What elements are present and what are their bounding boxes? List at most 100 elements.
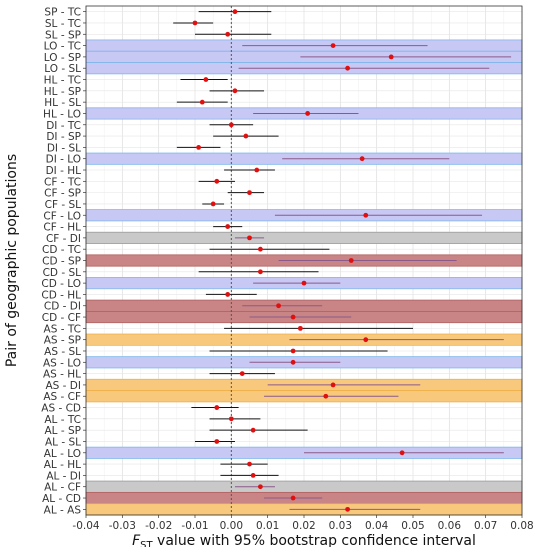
point-estimate bbox=[399, 450, 405, 456]
x-axis-title-text: value with 95% bootstrap confidence inte… bbox=[153, 533, 476, 547]
x-axis-title: FST value with 95% bootstrap confidence … bbox=[132, 533, 476, 547]
point-estimate bbox=[330, 43, 336, 48]
x-tick-label: 0.08 bbox=[510, 520, 533, 532]
point-estimate bbox=[232, 9, 238, 15]
y-tick-label: AS - CF bbox=[43, 391, 81, 403]
point-estimate bbox=[363, 337, 369, 343]
point-estimate bbox=[196, 144, 202, 150]
point-estimate bbox=[345, 65, 350, 71]
x-axis-title-symbol: F bbox=[132, 533, 141, 547]
y-axis-title: Pair of geographic populations bbox=[4, 154, 20, 367]
y-tick-label: LO - TC bbox=[44, 41, 81, 53]
x-tick-label: 0.05 bbox=[401, 520, 424, 532]
point-estimate bbox=[214, 178, 220, 184]
point-estimate bbox=[254, 167, 260, 173]
y-tick-label: CF - SP bbox=[44, 188, 81, 200]
x-tick-label: 0.01 bbox=[256, 520, 279, 532]
point-estimate bbox=[239, 371, 245, 377]
point-estimate bbox=[214, 439, 220, 444]
y-tick-label: AL - AS bbox=[44, 504, 82, 516]
y-tick-label: AL - SP bbox=[45, 425, 82, 437]
y-tick-label: AS - SL bbox=[44, 346, 81, 358]
y-tick-label: AS - CD bbox=[41, 403, 81, 415]
point-estimate bbox=[225, 224, 231, 229]
y-tick-label: CD - CF bbox=[42, 312, 81, 324]
y-tick-label: AL - HL bbox=[44, 459, 81, 471]
point-estimate bbox=[250, 427, 256, 433]
point-estimate bbox=[228, 122, 234, 128]
point-estimate bbox=[228, 416, 234, 422]
y-tick-label: AS - HL bbox=[43, 369, 81, 381]
y-tick-label: DI - SP bbox=[46, 131, 81, 143]
y-tick-label: AS - TC bbox=[44, 323, 81, 335]
point-estimate bbox=[388, 54, 394, 60]
y-tick-label: AS - SP bbox=[44, 335, 81, 347]
x-tick-label: 0.00 bbox=[220, 520, 243, 532]
y-tick-label: SP - TC bbox=[44, 7, 81, 19]
point-estimate bbox=[290, 495, 296, 501]
y-tick-label: AL - CD bbox=[42, 493, 81, 505]
x-tick-label: 0.04 bbox=[365, 520, 389, 532]
point-estimate bbox=[301, 280, 307, 286]
point-estimate bbox=[192, 20, 198, 26]
point-estimate bbox=[359, 156, 365, 162]
y-tick-label: AL - CF bbox=[44, 482, 81, 494]
y-tick-label: DI - HL bbox=[46, 165, 82, 177]
x-tick-label: 0.06 bbox=[438, 520, 462, 532]
point-estimate bbox=[247, 235, 252, 241]
point-estimate bbox=[225, 31, 231, 37]
point-estimate bbox=[323, 393, 329, 399]
x-tick-label: -0.02 bbox=[145, 520, 172, 532]
x-tick-label-layer: -0.04 -0.03 -0.02 -0.01 0.00 0.01 0.02 0.03 0.04… bbox=[72, 515, 534, 532]
y-tick-label: HL - SL bbox=[44, 97, 81, 109]
point-estimate bbox=[247, 461, 252, 467]
x-tick-label: -0.03 bbox=[109, 520, 136, 532]
point-estimate bbox=[232, 88, 238, 94]
point-estimate bbox=[210, 201, 216, 207]
x-axis-title-subscript: ST bbox=[140, 540, 153, 547]
y-tick-label: AL - DI bbox=[46, 470, 81, 482]
point-estimate bbox=[214, 405, 220, 410]
point-estimate bbox=[305, 111, 311, 116]
y-tick-label: CF - SL bbox=[45, 199, 82, 211]
y-tick-label: CD - DI bbox=[44, 301, 81, 313]
y-tick-label: DI - TC bbox=[46, 120, 81, 132]
x-tick-label: -0.01 bbox=[181, 520, 208, 532]
y-tick-label: LO - SP bbox=[44, 52, 81, 64]
y-tick-label: DI - SL bbox=[47, 142, 81, 154]
x-tick-label: -0.04 bbox=[72, 520, 99, 532]
y-tick-label: AL - SL bbox=[45, 436, 81, 448]
y-tick-label: DI - LO bbox=[46, 154, 81, 166]
y-tick-label: CF - HL bbox=[43, 222, 81, 234]
point-estimate bbox=[297, 325, 303, 331]
point-estimate bbox=[243, 133, 249, 139]
y-tick-label: HL - SP bbox=[44, 86, 81, 98]
y-tick-label: AS - LO bbox=[43, 357, 81, 369]
point-estimate bbox=[225, 292, 231, 297]
y-tick-label: CD - HL bbox=[41, 289, 81, 301]
point-estimate bbox=[290, 348, 296, 354]
y-tick-label: CF - TC bbox=[44, 176, 81, 188]
point-estimate bbox=[363, 212, 369, 218]
x-tick-label: 0.02 bbox=[292, 520, 315, 532]
point-estimate bbox=[199, 99, 205, 105]
point-estimate bbox=[276, 303, 281, 309]
point-estimate-layer bbox=[192, 9, 405, 512]
point-estimate bbox=[203, 77, 209, 82]
y-tick-label: CF - DI bbox=[46, 233, 81, 245]
y-tick-label: SL - SP bbox=[45, 29, 81, 41]
y-tick-label: AL - LO bbox=[44, 448, 81, 460]
point-estimate bbox=[250, 473, 256, 478]
y-tick-label: AS - DI bbox=[46, 380, 82, 392]
y-tick-label: HL - LO bbox=[43, 108, 81, 120]
point-estimate bbox=[348, 258, 354, 263]
point-estimate bbox=[258, 484, 263, 490]
point-estimate bbox=[290, 359, 296, 365]
y-tick-label: SL - TC bbox=[45, 18, 81, 30]
point-estimate bbox=[345, 506, 350, 512]
y-tick-label: LO - SL bbox=[44, 63, 81, 75]
x-tick-label: 0.07 bbox=[474, 520, 497, 532]
y-tick-label: CD - LO bbox=[41, 278, 81, 290]
